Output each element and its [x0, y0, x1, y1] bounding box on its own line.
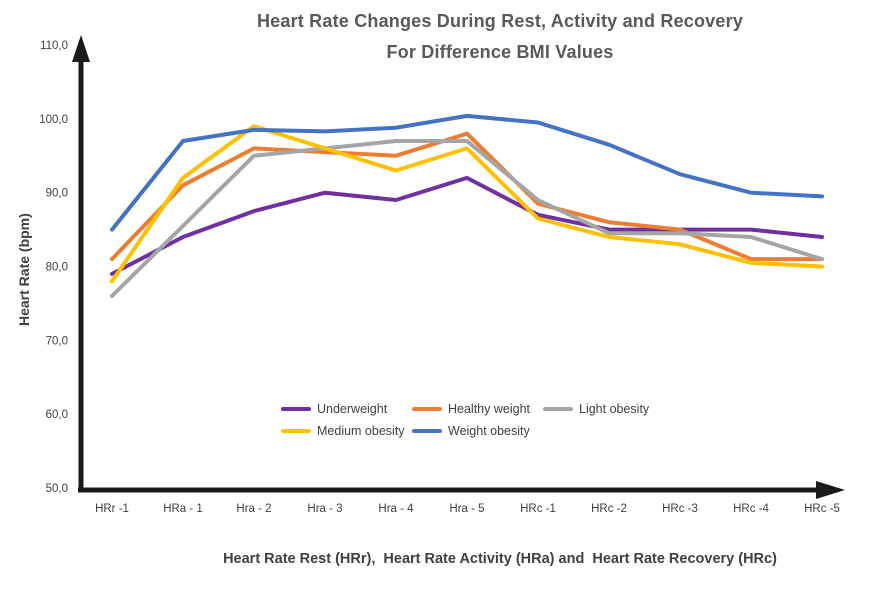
- series-line-healthy-weight: [110, 131, 824, 262]
- legend-label: Underweight: [317, 402, 388, 416]
- x-tick-label: Hra - 4: [378, 503, 414, 515]
- legend-item-weight-obesity: Weight obesity: [412, 420, 530, 442]
- legend-label: Medium obesity: [317, 424, 405, 439]
- x-tick-label: HRr -1: [95, 503, 129, 515]
- x-tick-label: HRa - 1: [163, 503, 203, 515]
- x-tick-label: Hra - 2: [236, 503, 271, 515]
- legend-label: Light obesity: [579, 402, 650, 416]
- legend-swatch: [412, 407, 442, 411]
- legend-swatch: [412, 429, 442, 434]
- y-tick-label: 80,0: [46, 261, 68, 273]
- series-line-underweight: [110, 175, 824, 276]
- legend-item-healthy-weight: Healthy weight: [412, 398, 543, 420]
- chart-title-line1: Heart Rate Changes During Rest, Activity…: [256, 11, 744, 31]
- y-tick-label: 100,0: [39, 114, 68, 126]
- legend-item-light-obesity: Light obesity: [543, 398, 649, 420]
- chart-title-line2: For Difference BMI Values: [386, 42, 614, 62]
- y-tick-label: 60,0: [46, 409, 68, 421]
- legend: Underweight Healthy weight Light obesity Me…: [281, 398, 649, 442]
- y-tick-label: 50,0: [46, 483, 68, 495]
- x-axis-arrowhead: [816, 481, 845, 499]
- x-tick-label: Hra - 5: [449, 503, 484, 515]
- series-line-medium-obesity: [110, 124, 824, 284]
- x-tick-label: HRc -2: [591, 503, 627, 515]
- x-tick-label: HRc -4: [733, 503, 769, 515]
- legend-label: Weight obesity: [448, 424, 530, 439]
- legend-swatch: [281, 407, 311, 411]
- chart-title: Heart Rate Changes During Rest, Activity…: [130, 6, 869, 68]
- legend-item-medium-obesity: Medium obesity: [281, 420, 412, 442]
- x-tick-label: HRc -3: [662, 503, 698, 515]
- y-tick-label: 110,0: [40, 40, 68, 52]
- x-axis-title: Heart Rate Rest (HRr), Heart Rate Activi…: [223, 551, 777, 567]
- x-tick-label: Hra - 3: [307, 503, 342, 515]
- legend-label: Healthy weight: [448, 402, 530, 416]
- x-tick-label: HRc -5: [804, 503, 840, 515]
- legend-item-underweight: Underweight: [281, 398, 412, 420]
- series-line-light-obesity: [110, 139, 824, 298]
- y-tick-label: 90,0: [46, 188, 68, 200]
- legend-swatch: [543, 407, 573, 411]
- legend-row: Underweight Healthy weight Light obesity: [281, 398, 649, 420]
- legend-row: Medium obesity Weight obesity: [281, 420, 649, 442]
- y-axis-arrowhead: [72, 35, 90, 62]
- y-tick-label: 70,0: [46, 335, 68, 347]
- legend-swatch: [281, 429, 311, 434]
- series-line-weight-obesity: [110, 113, 824, 232]
- x-tick-label: HRc -1: [520, 503, 556, 515]
